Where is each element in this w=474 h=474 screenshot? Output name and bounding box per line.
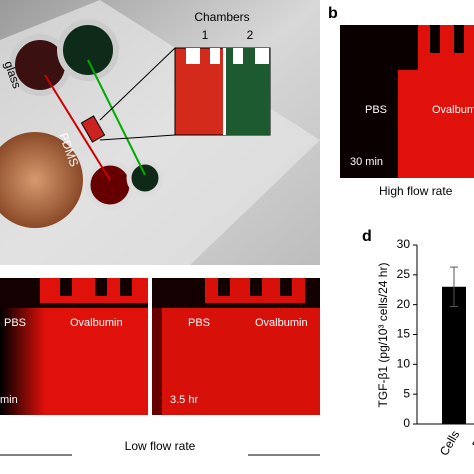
y-tick-label: 0 [403, 416, 410, 430]
chamber-number: 2 [247, 28, 254, 42]
image-label: PBS [4, 317, 26, 329]
panel-b: b PBS Ovalbumin 30 min High flow rate [328, 5, 474, 198]
image-label: PBS [188, 317, 210, 329]
y-tick-label: 10 [397, 357, 411, 371]
chamber-number: 1 [202, 28, 209, 42]
photo-panel: Chambers 1 2 glass PDMS [0, 0, 320, 265]
y-tick-label: 30 [397, 237, 411, 251]
y-tick-label: 25 [397, 267, 411, 281]
image-label: Ovalbumin [255, 317, 308, 329]
panel-letter: d [362, 228, 372, 245]
caption: High flow rate [379, 184, 453, 198]
time-label: min [0, 394, 18, 406]
image-label: Ovalbumin [70, 317, 123, 329]
panel-c: PBS Ovalbumin min PBS Ovalbumin 3.5 hr L… [0, 278, 320, 456]
panel-letter: b [328, 5, 338, 22]
y-tick-label: 15 [397, 327, 411, 341]
time-label: 30 min [350, 156, 383, 168]
image-label: Ovalbumin [432, 104, 474, 116]
y-tick-label: 5 [403, 386, 410, 400]
bar [442, 286, 466, 424]
x-tick-label: Cells [437, 428, 462, 458]
bar-chart: d TGF-β1 (pg/10³ cells/24 hr) 0 5 10 15 20 25… [362, 228, 474, 458]
image-label: PBS [365, 104, 387, 116]
y-axis-label: TGF-β1 (pg/10³ cells/24 hr) [376, 263, 390, 408]
y-tick-label: 20 [397, 297, 411, 311]
caption: Low flow rate [125, 439, 196, 453]
x-tick-label: Em [469, 428, 474, 451]
time-label: 3.5 hr [170, 394, 198, 406]
chambers-label: Chambers [194, 10, 249, 24]
